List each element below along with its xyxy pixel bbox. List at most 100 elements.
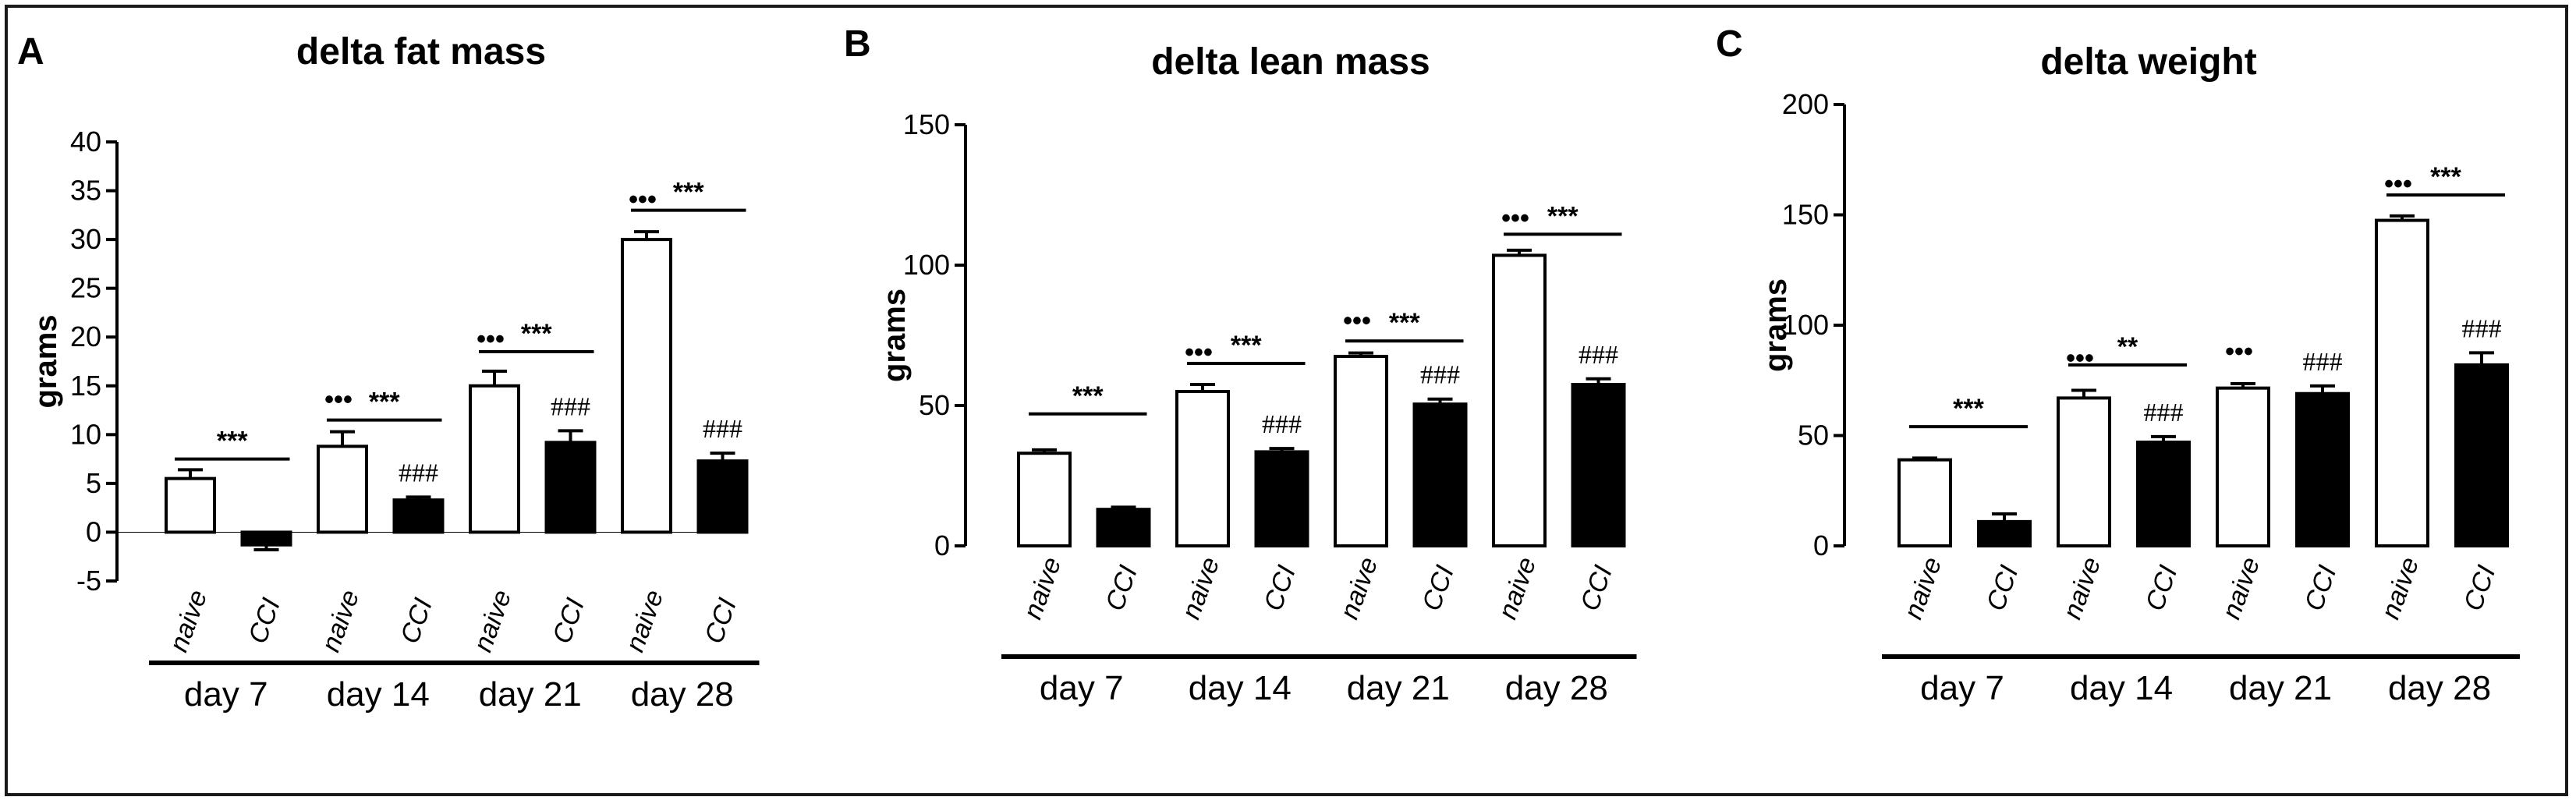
y-tick-label: 200 [1782, 88, 1829, 120]
bracket-label: *** [1547, 201, 1579, 231]
day-group-label: day 28 [2388, 669, 2491, 707]
bar-naive-day-28 [2375, 218, 2429, 547]
bar-cci-day-21 [1412, 402, 1468, 548]
category-label: CCI [243, 594, 286, 648]
day-group-label: day 14 [327, 675, 430, 714]
significance-hash: ### [1420, 361, 1460, 390]
chart-title: delta weight [2040, 41, 2256, 83]
bar-naive-day-21 [1334, 355, 1388, 547]
y-tick-label: 0 [86, 515, 101, 547]
category-label: CCI [1258, 561, 1302, 615]
category-label: naive [1898, 554, 1948, 623]
y-tick-label: 100 [903, 249, 950, 281]
bracket-label: *** [1389, 308, 1420, 338]
category-label: naive [2216, 554, 2266, 623]
bar-naive-day-28 [1492, 253, 1547, 547]
y-tick-label: 30 [70, 223, 101, 255]
category-label: CCI [547, 594, 590, 648]
chart-title: delta lean mass [1151, 41, 1430, 83]
bracket-label: *** [217, 427, 248, 456]
y-tick-label: 50 [919, 389, 950, 421]
bar-naive-day-7 [165, 476, 216, 534]
bar-cci-day-7 [1096, 508, 1151, 548]
category-label: CCI [1416, 561, 1460, 615]
bar-naive-day-21 [469, 384, 520, 534]
day-group-label: day 14 [2070, 669, 2173, 707]
day-group-label: day 21 [1347, 669, 1450, 707]
category-label: naive [1176, 554, 1226, 623]
category-label: naive [1493, 554, 1543, 623]
significance-dots: ••• [1343, 306, 1371, 336]
category-label: CCI [2458, 561, 2502, 615]
chart-title: delta fat mass [296, 31, 546, 73]
category-label: CCI [1100, 561, 1143, 615]
y-tick-label: 150 [903, 108, 950, 140]
bar-cci-day-7 [1977, 519, 2032, 547]
y-tick-label: 35 [70, 175, 101, 207]
y-axis-label: grams [29, 314, 63, 408]
day-group-label: day 21 [479, 675, 582, 714]
day-group-label: day 28 [1505, 669, 1608, 707]
bar-naive-day-14 [1175, 390, 1230, 547]
category-label: naive [164, 586, 214, 656]
significance-dots: ••• [324, 385, 353, 415]
bar-naive-day-28 [621, 238, 672, 534]
significance-dots: ••• [1501, 204, 1529, 233]
bar-cci-day-28 [2454, 363, 2509, 547]
significance-dots: ••• [477, 324, 505, 354]
significance-hash: ### [2144, 398, 2184, 427]
bar-naive-day-7 [1017, 452, 1072, 548]
category-label: naive [1018, 554, 1068, 623]
bar-cci-day-21 [544, 441, 597, 534]
bar-cci-day-14 [1254, 450, 1309, 548]
bar-cci-day-28 [696, 459, 749, 534]
y-tick-label: 150 [1782, 199, 1829, 231]
bar-cci-day-14 [2136, 440, 2191, 547]
significance-hash: ### [2462, 314, 2502, 343]
bar-naive-day-7 [1897, 458, 1952, 548]
bracket-label: *** [1072, 381, 1104, 411]
panel-label: A [17, 31, 44, 73]
category-label: CCI [395, 594, 438, 648]
bracket-label: *** [1953, 394, 1984, 423]
significance-hash: ### [1262, 410, 1302, 439]
y-axis-label: grams [877, 289, 912, 382]
bracket-label: ** [2117, 332, 2138, 362]
significance-hash: ### [703, 415, 742, 444]
category-label: CCI [699, 594, 742, 648]
bracket-label: *** [521, 319, 552, 349]
category-label: CCI [2140, 561, 2184, 615]
y-axis-label: grams [1759, 278, 1793, 372]
bar-naive-day-14 [317, 445, 368, 534]
day-group-label: day 7 [1040, 669, 1124, 707]
day-group-label: day 21 [2229, 669, 2332, 707]
bar-cci-day-28 [1571, 383, 1626, 547]
day-group-label: day 7 [184, 675, 268, 714]
y-tick-label: -5 [76, 565, 101, 597]
category-label: CCI [1981, 561, 2025, 615]
category-label: naive [2376, 554, 2425, 623]
y-tick-label: 100 [1782, 309, 1829, 341]
category-label: naive [620, 586, 670, 656]
bracket-label: *** [2430, 162, 2461, 192]
y-tick-label: 0 [1813, 530, 1829, 561]
category-label: CCI [2299, 561, 2343, 615]
bracket-label: *** [1231, 331, 1262, 360]
y-tick-label: 25 [70, 272, 101, 304]
y-tick-label: 10 [70, 418, 101, 450]
category-label: CCI [1575, 561, 1618, 615]
bracket-label: *** [673, 178, 704, 207]
y-tick-label: 5 [86, 467, 101, 499]
significance-hash: ### [399, 459, 438, 487]
bar-naive-day-21 [2216, 386, 2270, 547]
bar-cci-day-7 [240, 530, 292, 547]
category-label: naive [1334, 554, 1384, 623]
category-label: naive [468, 586, 518, 656]
bar-naive-day-14 [2057, 396, 2111, 548]
day-group-label: day 28 [631, 675, 734, 714]
y-tick-label: 40 [70, 126, 101, 158]
